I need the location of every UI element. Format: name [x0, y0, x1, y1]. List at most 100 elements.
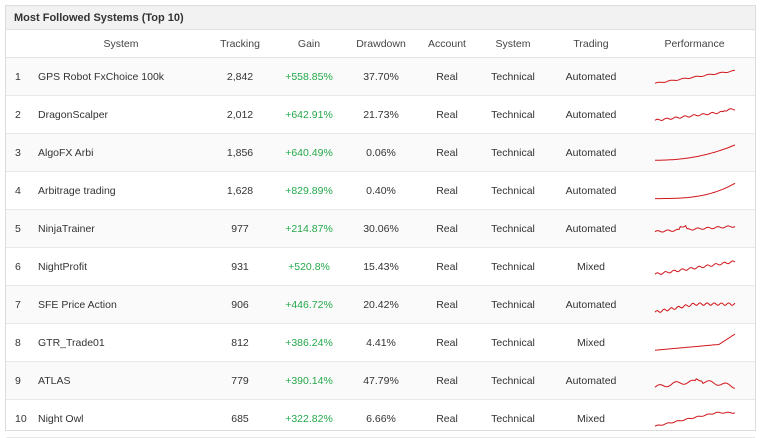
column-header: Tracking — [208, 30, 272, 58]
table-row: 2 DragonScalper 2,012 +642.91% 21.73% Real Tec… — [6, 95, 755, 134]
sparkline-line — [654, 69, 735, 84]
track-cell: 906 — [208, 285, 272, 324]
sys-cell: Technical — [478, 247, 548, 286]
name-cell: GTR_Trade01 — [34, 323, 208, 362]
gain-cell: +642.91% — [272, 95, 346, 134]
table-row: 8 GTR_Trade01 812 +386.24% 4.41% Real Technica… — [6, 323, 755, 362]
performance-cell — [634, 399, 755, 438]
rank-cell: 3 — [6, 133, 34, 172]
sys-cell: Technical — [478, 399, 548, 438]
gain-cell: +558.85% — [272, 57, 346, 96]
name-cell: AlgoFX Arbi — [34, 133, 208, 172]
table-row: 3 AlgoFX Arbi 1,856 +640.49% 0.06% Real Techni… — [6, 133, 755, 172]
performance-cell — [634, 95, 755, 134]
table-row: 1 GPS Robot FxChoice 100k 2,842 +558.85% 37.… — [6, 57, 755, 96]
panel: Most Followed Systems (Top 10) System Tra… — [5, 5, 756, 438]
sparkline — [654, 224, 735, 232]
column-header: System — [478, 30, 548, 58]
trading-cell: Automated — [548, 285, 634, 324]
name-cell: Night Owl — [34, 399, 208, 438]
sparkline-line — [654, 333, 735, 351]
sparkline-line — [654, 259, 735, 275]
track-cell: 812 — [208, 323, 272, 362]
acct-cell: Real — [416, 95, 478, 134]
acct-cell: Real — [416, 171, 478, 210]
column-header: Gain — [272, 30, 346, 58]
track-cell: 1,856 — [208, 133, 272, 172]
acct-cell: Real — [416, 57, 478, 96]
dd-cell: 47.79% — [346, 361, 416, 400]
track-cell: 685 — [208, 399, 272, 438]
trading-cell: Mixed — [548, 399, 634, 438]
name-cell: NinjaTrainer — [34, 209, 208, 248]
sys-cell: Technical — [478, 133, 548, 172]
sparkline — [654, 377, 735, 389]
header-row: System Tracking Gain Drawdown Account System T… — [6, 30, 755, 58]
sparkline — [654, 69, 735, 84]
rank-cell: 2 — [6, 95, 34, 134]
sparkline — [654, 333, 735, 351]
column-header: Account — [416, 30, 478, 58]
table-body: 1 GPS Robot FxChoice 100k 2,842 +558.85% 37.… — [6, 57, 755, 438]
sparkline-line — [654, 411, 735, 427]
acct-cell: Real — [416, 399, 478, 438]
column-header: Drawdown — [346, 30, 416, 58]
name-cell: ATLAS — [34, 361, 208, 400]
trading-cell: Automated — [548, 95, 634, 134]
sparkline — [654, 301, 735, 313]
gain-cell: +214.87% — [272, 209, 346, 248]
acct-cell: Real — [416, 323, 478, 362]
dd-cell: 30.06% — [346, 209, 416, 248]
sparkline — [654, 411, 735, 427]
performance-cell — [634, 323, 755, 362]
performance-cell — [634, 57, 755, 96]
performance-cell — [634, 209, 755, 248]
gain-cell: +829.89% — [272, 171, 346, 210]
rank-cell: 7 — [6, 285, 34, 324]
performance-cell — [634, 285, 755, 324]
sys-cell: Technical — [478, 209, 548, 248]
acct-cell: Real — [416, 285, 478, 324]
rank-header — [6, 30, 34, 58]
gain-cell: +390.14% — [272, 361, 346, 400]
sys-cell: Technical — [478, 57, 548, 96]
acct-cell: Real — [416, 361, 478, 400]
systems-table: System Tracking Gain Drawdown Account System T… — [6, 30, 755, 438]
dd-cell: 15.43% — [346, 247, 416, 286]
acct-cell: Real — [416, 209, 478, 248]
table-row: 5 NinjaTrainer 977 +214.87% 30.06% Real Techni… — [6, 209, 755, 248]
sparkline-line — [654, 301, 735, 313]
sys-cell: Technical — [478, 361, 548, 400]
dd-cell: 6.66% — [346, 399, 416, 438]
sparkline-line — [654, 143, 735, 161]
track-cell: 1,628 — [208, 171, 272, 210]
track-cell: 2,012 — [208, 95, 272, 134]
rank-cell: 5 — [6, 209, 34, 248]
gain-cell: +322.82% — [272, 399, 346, 438]
performance-cell — [634, 361, 755, 400]
trading-cell: Automated — [548, 133, 634, 172]
sys-cell: Technical — [478, 323, 548, 362]
acct-cell: Real — [416, 133, 478, 172]
column-header: System — [34, 30, 208, 58]
sys-cell: Technical — [478, 285, 548, 324]
column-header: Trading — [548, 30, 634, 58]
gain-cell: +520.8% — [272, 247, 346, 286]
track-cell: 779 — [208, 361, 272, 400]
name-cell: DragonScalper — [34, 95, 208, 134]
sparkline-line — [654, 377, 735, 389]
rank-cell: 4 — [6, 171, 34, 210]
table-row: 6 NightProfit 931 +520.8% 15.43% Real Technica… — [6, 247, 755, 286]
sparkline — [654, 259, 735, 275]
track-cell: 2,842 — [208, 57, 272, 96]
sparkline — [654, 143, 735, 161]
trading-cell: Mixed — [548, 247, 634, 286]
name-cell: Arbitrage trading — [34, 171, 208, 210]
acct-cell: Real — [416, 247, 478, 286]
sparkline-line — [654, 224, 735, 232]
rank-cell: 8 — [6, 323, 34, 362]
performance-cell — [634, 247, 755, 286]
table-row: 4 Arbitrage trading 1,628 +829.89% 0.40% Real… — [6, 171, 755, 210]
rank-cell: 10 — [6, 399, 34, 438]
